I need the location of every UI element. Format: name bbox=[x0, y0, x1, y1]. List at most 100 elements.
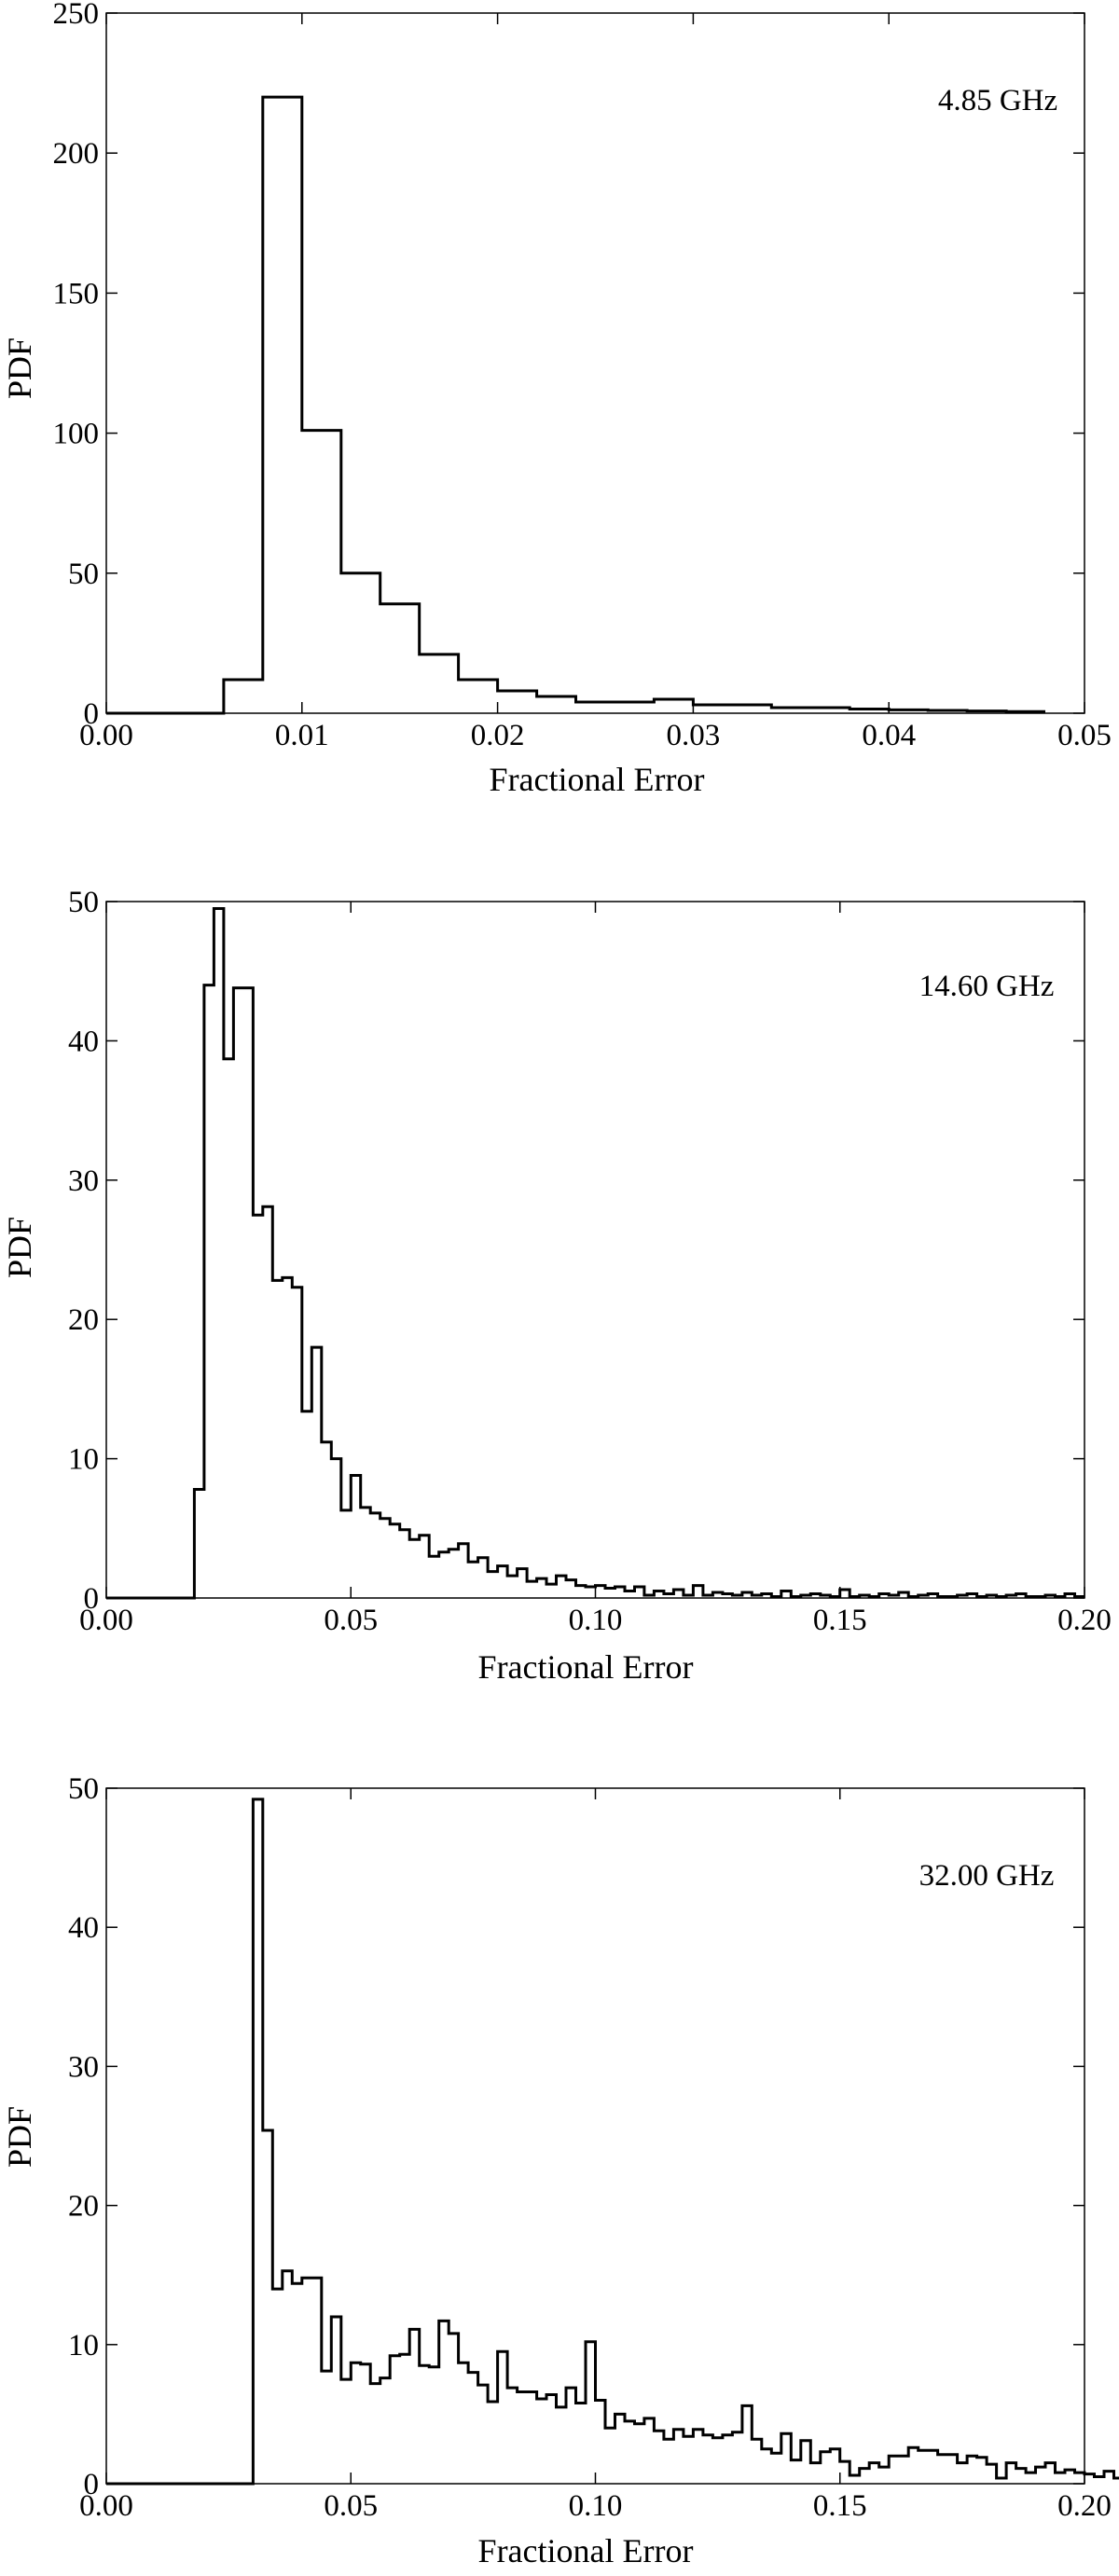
histogram-bin bbox=[889, 2456, 898, 2484]
histogram-bin bbox=[341, 2379, 351, 2484]
histogram-bin bbox=[732, 2432, 741, 2484]
histogram-bin bbox=[272, 2289, 282, 2484]
histogram-bin bbox=[546, 1584, 556, 1598]
histogram-bin bbox=[449, 1550, 458, 1598]
histogram-bin bbox=[576, 702, 615, 713]
histogram-bin bbox=[928, 2450, 937, 2484]
histogram-bin bbox=[693, 1586, 702, 1598]
histogram-bin bbox=[224, 680, 263, 713]
histogram-bin bbox=[400, 1530, 409, 1598]
histogram-bin bbox=[537, 696, 576, 713]
x-tick-label: 0.00 bbox=[79, 719, 133, 752]
y-tick-label: 20 bbox=[68, 2190, 99, 2224]
histogram-bin bbox=[977, 2458, 987, 2484]
histogram-bin bbox=[400, 2354, 409, 2484]
y-tick-label: 150 bbox=[53, 277, 100, 310]
histogram-bin bbox=[830, 2449, 839, 2484]
histogram-bin bbox=[537, 1578, 546, 1598]
histogram-bin bbox=[429, 1556, 438, 1598]
y-tick-label: 10 bbox=[68, 1443, 99, 1477]
histogram-bin bbox=[507, 2388, 517, 2484]
histogram-bin bbox=[557, 2407, 566, 2484]
histogram-bin bbox=[879, 2467, 889, 2484]
y-tick-label: 50 bbox=[68, 886, 99, 919]
x-tick-label: 0.00 bbox=[79, 1604, 133, 1637]
histogram-bin bbox=[439, 2321, 449, 2484]
plot-frame bbox=[105, 12, 1085, 714]
histogram-bin bbox=[322, 1442, 331, 1598]
histogram-bin bbox=[596, 1586, 605, 1598]
y-tick-label: 40 bbox=[68, 1025, 99, 1058]
histogram-bin bbox=[449, 2334, 458, 2484]
histogram-bin bbox=[498, 2351, 507, 2484]
histogram-bin bbox=[233, 988, 242, 1598]
histogram-step-line bbox=[106, 95, 1045, 715]
frequency-annotation: 4.85 GHz bbox=[938, 84, 1057, 117]
y-tick-label: 100 bbox=[53, 418, 100, 451]
x-axis-label: Fractional Error bbox=[478, 2532, 694, 2569]
histogram-bin bbox=[684, 2436, 693, 2484]
panel-32-00-ghz: 32.00 GHz Fractional Error PDF 0.00 0.05 0… bbox=[1, 1772, 1119, 2569]
panel-14-60-ghz: 14.60 GHz Fractional Error PDF 0.00 0.05 0… bbox=[1, 886, 1112, 1686]
y-tick-label: 0 bbox=[84, 1582, 100, 1616]
histogram-bin bbox=[488, 1572, 497, 1598]
x-axis-label: Fractional Error bbox=[490, 761, 705, 798]
histogram-bin bbox=[557, 1576, 566, 1598]
histogram-bin bbox=[253, 1799, 262, 2484]
y-tick-label: 50 bbox=[68, 558, 99, 591]
histogram-bin bbox=[615, 1587, 624, 1598]
histogram-bin bbox=[791, 2460, 800, 2484]
x-tick-label: 0.10 bbox=[569, 1604, 623, 1637]
histogram-bin bbox=[605, 1589, 615, 1598]
histogram-bin bbox=[919, 2450, 928, 2484]
histogram-bin bbox=[537, 2399, 546, 2484]
histogram-bin bbox=[615, 2414, 624, 2484]
histogram-bin bbox=[625, 2421, 634, 2484]
histogram-bin bbox=[459, 680, 498, 713]
x-tick-label: 0.05 bbox=[324, 1604, 378, 1637]
histogram-bin bbox=[615, 702, 654, 713]
histogram-bin bbox=[468, 1562, 477, 1598]
histogram-bin bbox=[214, 908, 223, 1598]
histogram-bin bbox=[331, 1459, 340, 1598]
y-tick-label: 50 bbox=[68, 1772, 99, 1806]
histogram-bin bbox=[566, 1580, 575, 1598]
y-tick-label: 0 bbox=[84, 697, 100, 731]
histogram-bin bbox=[302, 1412, 311, 1598]
histogram-bin bbox=[311, 1347, 321, 1598]
y-axis-label: PDF bbox=[1, 2106, 38, 2168]
histogram-bin bbox=[860, 2469, 869, 2484]
histogram-bin bbox=[498, 1566, 507, 1598]
y-tick-label: 200 bbox=[53, 137, 100, 171]
frequency-annotation: 32.00 GHz bbox=[919, 1859, 1055, 1893]
x-tick-label: 0.20 bbox=[1057, 2489, 1112, 2523]
histogram-bin bbox=[712, 2438, 722, 2484]
histogram-bin bbox=[341, 1510, 351, 1598]
x-tick-label: 0.03 bbox=[667, 719, 721, 752]
histogram-bin bbox=[576, 2403, 586, 2484]
histogram-bin bbox=[498, 691, 537, 713]
panel-4-85-ghz: 4.85 GHz Fractional Error PDF 0.00 0.01 0.… bbox=[1, 0, 1112, 798]
histogram-bin bbox=[420, 654, 459, 713]
histogram-bin bbox=[703, 2435, 712, 2484]
histogram-bin bbox=[821, 2452, 830, 2484]
histogram-bin bbox=[518, 2392, 527, 2484]
histogram-bin bbox=[380, 2378, 390, 2484]
histogram-bin bbox=[302, 431, 341, 713]
histogram-bin bbox=[654, 699, 693, 713]
histogram-bin bbox=[478, 1558, 488, 1598]
histogram-bin bbox=[478, 2385, 488, 2484]
x-tick-label: 0.00 bbox=[79, 2489, 133, 2523]
histogram-bin bbox=[781, 2433, 791, 2484]
histogram-bin bbox=[468, 2373, 477, 2484]
y-axis-label: PDF bbox=[1, 1217, 38, 1278]
histogram-bin bbox=[762, 2449, 771, 2484]
histogram-bin bbox=[1036, 2467, 1045, 2484]
histogram-bin bbox=[518, 1569, 527, 1598]
histogram-bin bbox=[409, 1539, 419, 1598]
histogram-bin bbox=[673, 2430, 683, 2484]
histogram-bin bbox=[693, 2430, 702, 2484]
histogram-bin bbox=[361, 1508, 370, 1598]
y-tick-label: 10 bbox=[68, 2329, 99, 2362]
histogram-bin bbox=[292, 2283, 301, 2484]
